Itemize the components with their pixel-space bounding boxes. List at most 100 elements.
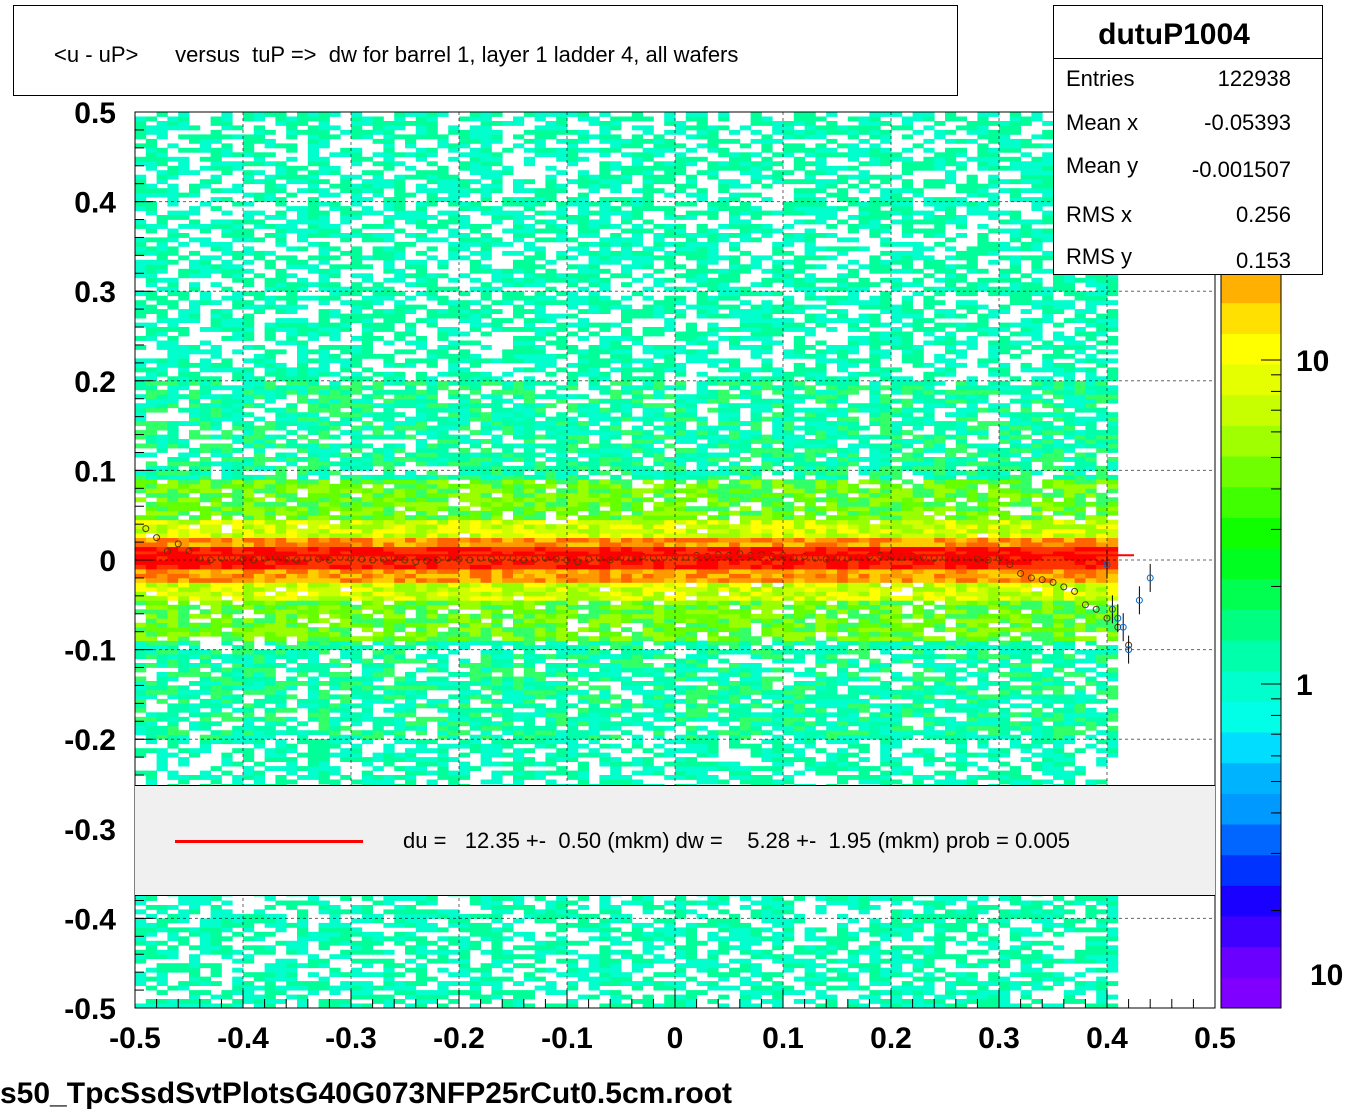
heatmap-cell (480, 470, 492, 476)
heatmap-cell (383, 246, 395, 252)
heatmap-cell (415, 573, 427, 579)
heatmap-cell (232, 981, 244, 986)
heatmap-cell (189, 721, 201, 727)
heatmap-cell (135, 573, 147, 579)
heatmap-cell (361, 604, 373, 610)
heatmap-cell (243, 555, 255, 561)
heatmap-cell (221, 658, 233, 664)
heatmap-cell (210, 300, 222, 306)
heatmap-cell (340, 318, 352, 323)
heatmap-cell (448, 300, 460, 306)
heatmap-cell (469, 676, 481, 682)
heatmap-cell (297, 582, 309, 588)
heatmap-cell (189, 681, 201, 686)
heatmap-cell (329, 672, 341, 677)
heatmap-cell (145, 613, 157, 619)
heatmap-cell (329, 371, 341, 377)
heatmap-cell (189, 300, 201, 306)
heatmap-cell (210, 452, 222, 458)
heatmap-cell (469, 439, 481, 444)
heatmap-cell (307, 282, 319, 288)
heatmap-cell (351, 362, 363, 368)
heatmap-cell (426, 192, 438, 198)
heatmap-cell (210, 407, 222, 413)
heatmap-cell (167, 913, 179, 919)
heatmap-cell (156, 622, 168, 628)
heatmap-cell (318, 519, 330, 525)
heatmap-cell (329, 685, 341, 691)
heatmap-cell (469, 555, 481, 561)
heatmap-cell (340, 752, 352, 758)
heatmap-cell (437, 761, 449, 767)
heatmap-cell (383, 645, 395, 650)
heatmap-cell (232, 474, 244, 480)
heatmap-cell (502, 752, 514, 758)
heatmap-cell (243, 721, 255, 727)
heatmap-cell (210, 318, 222, 323)
heatmap-cell (480, 376, 492, 382)
heatmap-cell (232, 739, 244, 745)
heatmap-cell (189, 586, 201, 592)
heatmap-cell (513, 116, 525, 122)
heatmap-cell (145, 721, 157, 727)
heatmap-cell (156, 246, 168, 252)
heatmap-cell (491, 179, 503, 185)
heatmap-cell (469, 300, 481, 306)
heatmap-cell (199, 524, 211, 530)
heatmap-cell (275, 161, 287, 167)
heatmap-cell (318, 757, 330, 762)
heatmap-cell (480, 461, 492, 467)
heatmap-cell (156, 358, 168, 364)
heatmap-cell (480, 555, 492, 561)
heatmap-cell (286, 994, 298, 1000)
heatmap-cell (221, 219, 233, 225)
heatmap-cell (275, 501, 287, 507)
heatmap-cell (156, 649, 168, 655)
heatmap-cell (351, 981, 363, 986)
heatmap-cell (491, 452, 503, 458)
heatmap-cell (437, 752, 449, 758)
heatmap-cell (513, 385, 525, 391)
heatmap-cell (135, 291, 147, 297)
heatmap-cell (286, 743, 298, 749)
heatmap-cell (243, 138, 255, 144)
heatmap-cell (405, 676, 417, 682)
heatmap-cell (469, 922, 481, 928)
heatmap-cell (394, 766, 406, 771)
heatmap-cell (480, 291, 492, 297)
heatmap-cell (221, 945, 233, 951)
heatmap-cell (253, 604, 265, 610)
heatmap-cell (189, 183, 201, 189)
heatmap-cell (307, 931, 319, 937)
heatmap-cell (135, 636, 147, 642)
heatmap-cell (156, 922, 168, 928)
heatmap-cell (437, 407, 449, 413)
heatmap-cell (318, 241, 330, 247)
heatmap-cell (480, 667, 492, 673)
heatmap-cell (189, 640, 201, 646)
heatmap-cell (437, 112, 449, 117)
heatmap-cell (189, 192, 201, 198)
heatmap-cell (297, 654, 309, 659)
heatmap-cell (189, 972, 201, 978)
heatmap-cell (459, 403, 471, 409)
heatmap-cell (253, 161, 265, 167)
heatmap-cell (448, 327, 460, 332)
heatmap-cell (351, 488, 363, 494)
heatmap-cell (232, 636, 244, 642)
heatmap-cell (275, 506, 287, 512)
heatmap-cell (307, 479, 319, 485)
heatmap-cell (405, 394, 417, 400)
heatmap-cell (232, 716, 244, 722)
heatmap-cell (135, 197, 147, 202)
heatmap-cell (459, 761, 471, 767)
heatmap-cell (135, 667, 147, 673)
heatmap-cell (275, 627, 287, 633)
heatmap-cell (361, 730, 373, 736)
heatmap-cell (318, 501, 330, 507)
heatmap-cell (264, 613, 276, 619)
heatmap-cell (502, 627, 514, 633)
heatmap-cell (210, 779, 222, 785)
heatmap-cell (145, 940, 157, 946)
heatmap-cell (199, 224, 211, 229)
